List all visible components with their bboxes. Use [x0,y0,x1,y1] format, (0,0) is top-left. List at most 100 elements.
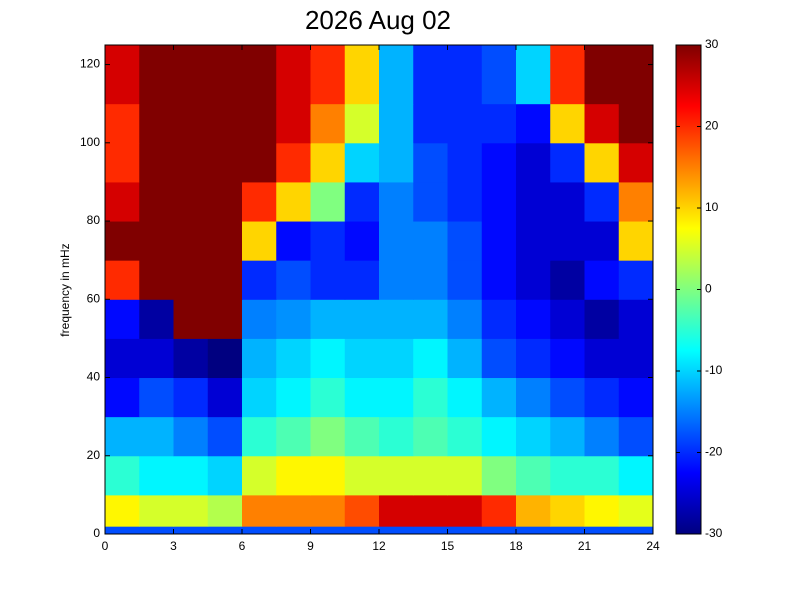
x-tick-label: 24 [646,539,660,553]
heatmap-cell [447,260,483,300]
heatmap-cell [516,338,551,379]
heatmap-cell [310,338,346,379]
heatmap-cell [584,338,620,379]
heatmap-cell [447,103,483,144]
colorbar-tick-label: 10 [705,200,719,214]
heatmap-cell [242,260,277,300]
heatmap-cell [618,142,654,183]
heatmap-cell [379,416,414,457]
heatmap-cell [173,494,209,527]
heatmap-cell [584,221,620,261]
heatmap-cell [242,299,277,339]
heatmap-cell [173,260,209,300]
heatmap-cell [344,181,380,222]
heatmap-cell [276,299,311,339]
x-tick-label: 3 [170,539,177,553]
heatmap-cell [105,526,140,535]
heatmap-cell [584,494,620,527]
heatmap-cell [618,377,654,418]
heatmap-cell [276,494,311,527]
heatmap-cell [379,142,414,183]
heatmap-cell [173,103,209,144]
heatmap-cell [413,221,448,261]
heatmap-cell [379,103,414,144]
heatmap-cell [481,103,517,144]
heatmap-cell [584,103,620,144]
heatmap-cell [584,416,620,457]
heatmap-cell [276,103,311,144]
heatmap-cell [413,260,448,300]
colorbar-tick-label: -20 [705,445,723,459]
heatmap-cell [344,299,380,339]
heatmap-cell [242,103,277,144]
heatmap-cell [344,494,380,527]
heatmap-cell [276,181,311,222]
heatmap-cell [379,260,414,300]
heatmap-cell [516,181,551,222]
heatmap-cell [173,416,209,457]
x-tick-label: 15 [441,539,455,553]
heatmap-cell [105,377,140,418]
heatmap-cell [207,377,243,418]
heatmap-cell [207,45,243,105]
heatmap-cell [481,526,517,535]
colorbar-tick-label: -30 [705,526,723,540]
heatmap-cell [618,455,654,496]
heatmap-cell [550,45,585,105]
heatmap-cell [139,221,174,261]
heatmap-cell [207,416,243,457]
heatmap-cell [139,338,174,379]
heatmap-cell [173,181,209,222]
heatmap-cell [207,221,243,261]
heatmap-cell [276,45,311,105]
heatmap-cell [242,416,277,457]
heatmap-cell [447,526,483,535]
heatmap-cell [584,455,620,496]
heatmap-cell [310,181,346,222]
y-tick-label: 40 [87,370,101,384]
heatmap-cell [413,103,448,144]
heatmap-cell [516,221,551,261]
heatmap-cell [379,181,414,222]
heatmap-cell [481,260,517,300]
y-tick-label: 0 [93,526,100,540]
heatmap-cell [516,299,551,339]
heatmap-cell [516,494,551,527]
heatmap-cell [447,45,483,105]
heatmap-cell [618,181,654,222]
heatmap-cell [413,494,448,527]
heatmap-cell [379,221,414,261]
heatmap-cell [516,45,551,105]
heatmap-cell [242,142,277,183]
heatmap-cell [344,338,380,379]
x-tick-label: 0 [102,539,109,553]
heatmap-cell [139,103,174,144]
heatmap-cell [173,377,209,418]
heatmap-cell [379,494,414,527]
heatmap-cell [344,526,380,535]
heatmap-cells [105,45,654,535]
heatmap-cell [276,455,311,496]
heatmap-cell [344,221,380,261]
y-axis-label: frequency in mHz [58,243,72,336]
heatmap-cell [413,142,448,183]
heatmap-cell [550,494,585,527]
heatmap-cell [139,377,174,418]
heatmap-cell [447,299,483,339]
heatmap-cell [310,494,346,527]
heatmap-cell [447,377,483,418]
heatmap-cell [310,221,346,261]
heatmap-cell [413,338,448,379]
heatmap-cell [276,526,311,535]
heatmap-cell [276,260,311,300]
heatmap-cell [447,455,483,496]
heatmap-cell [105,260,140,300]
heatmap-cell [310,377,346,418]
x-tick-label: 6 [239,539,246,553]
heatmap-cell [310,416,346,457]
x-tick-label: 9 [307,539,314,553]
heatmap-cell [379,526,414,535]
heatmap-cell [516,455,551,496]
heatmap-cell [173,455,209,496]
heatmap-cell [516,526,551,535]
